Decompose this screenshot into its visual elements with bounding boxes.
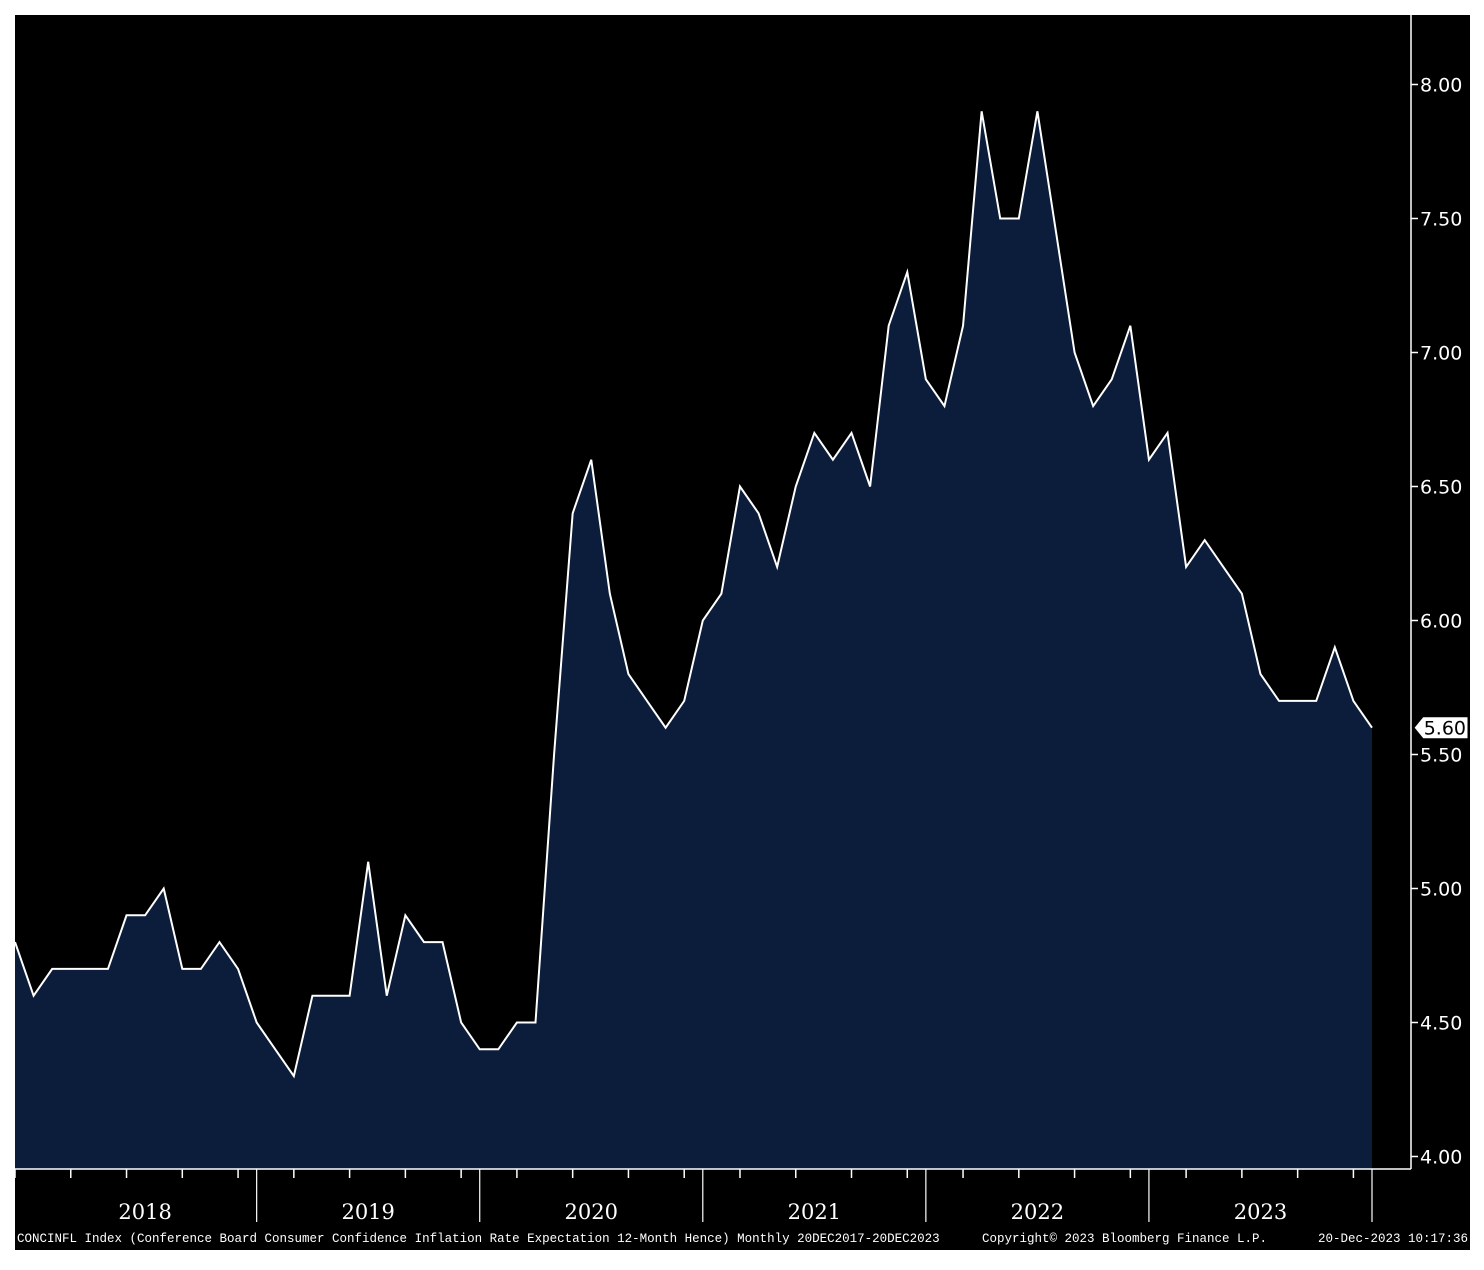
x-year-label: 2020 — [565, 1200, 618, 1224]
y-tick-label: 7.50 — [1420, 209, 1462, 231]
x-year-label: 2019 — [341, 1200, 394, 1224]
x-year-label: 2023 — [1234, 1200, 1287, 1224]
last-value-tag-bg — [1413, 716, 1469, 740]
y-tick-label: 6.50 — [1420, 477, 1462, 499]
plot-area — [14, 111, 1373, 1169]
y-tick-label: 5.00 — [1420, 879, 1462, 901]
y-tick-label: 7.00 — [1420, 343, 1462, 365]
x-year-label: 2021 — [788, 1200, 841, 1224]
last-value-label: 5.60 — [1424, 718, 1466, 740]
axes — [14, 15, 1418, 1222]
x-year-label: 2018 — [118, 1200, 171, 1224]
footer: CONCINFL Index (Conference Board Consume… — [17, 1232, 1468, 1246]
y-tick-label: 8.00 — [1420, 75, 1462, 97]
y-tick-label: 5.50 — [1420, 745, 1462, 767]
y-tick-label: 4.00 — [1420, 1147, 1462, 1169]
footer-description: CONCINFL Index (Conference Board Consume… — [17, 1232, 940, 1246]
last-value-tag: 5.60 — [1413, 716, 1469, 740]
footer-copyright: Copyright© 2023 Bloomberg Finance L.P. — [982, 1232, 1267, 1246]
series-area — [15, 111, 1372, 1169]
y-tick-label: 4.50 — [1420, 1013, 1462, 1035]
series-line — [14, 111, 1373, 1079]
y-tick-label: 6.00 — [1420, 611, 1462, 633]
x-year-label: 2022 — [1011, 1200, 1064, 1224]
axis-labels: 8.00 7.50 7.00 6.50 6.00 5.50 5.00 4.50 4.00 2018… — [118, 75, 1469, 1224]
footer-timestamp: 20-Dec-2023 10:17:36 — [1318, 1232, 1468, 1246]
